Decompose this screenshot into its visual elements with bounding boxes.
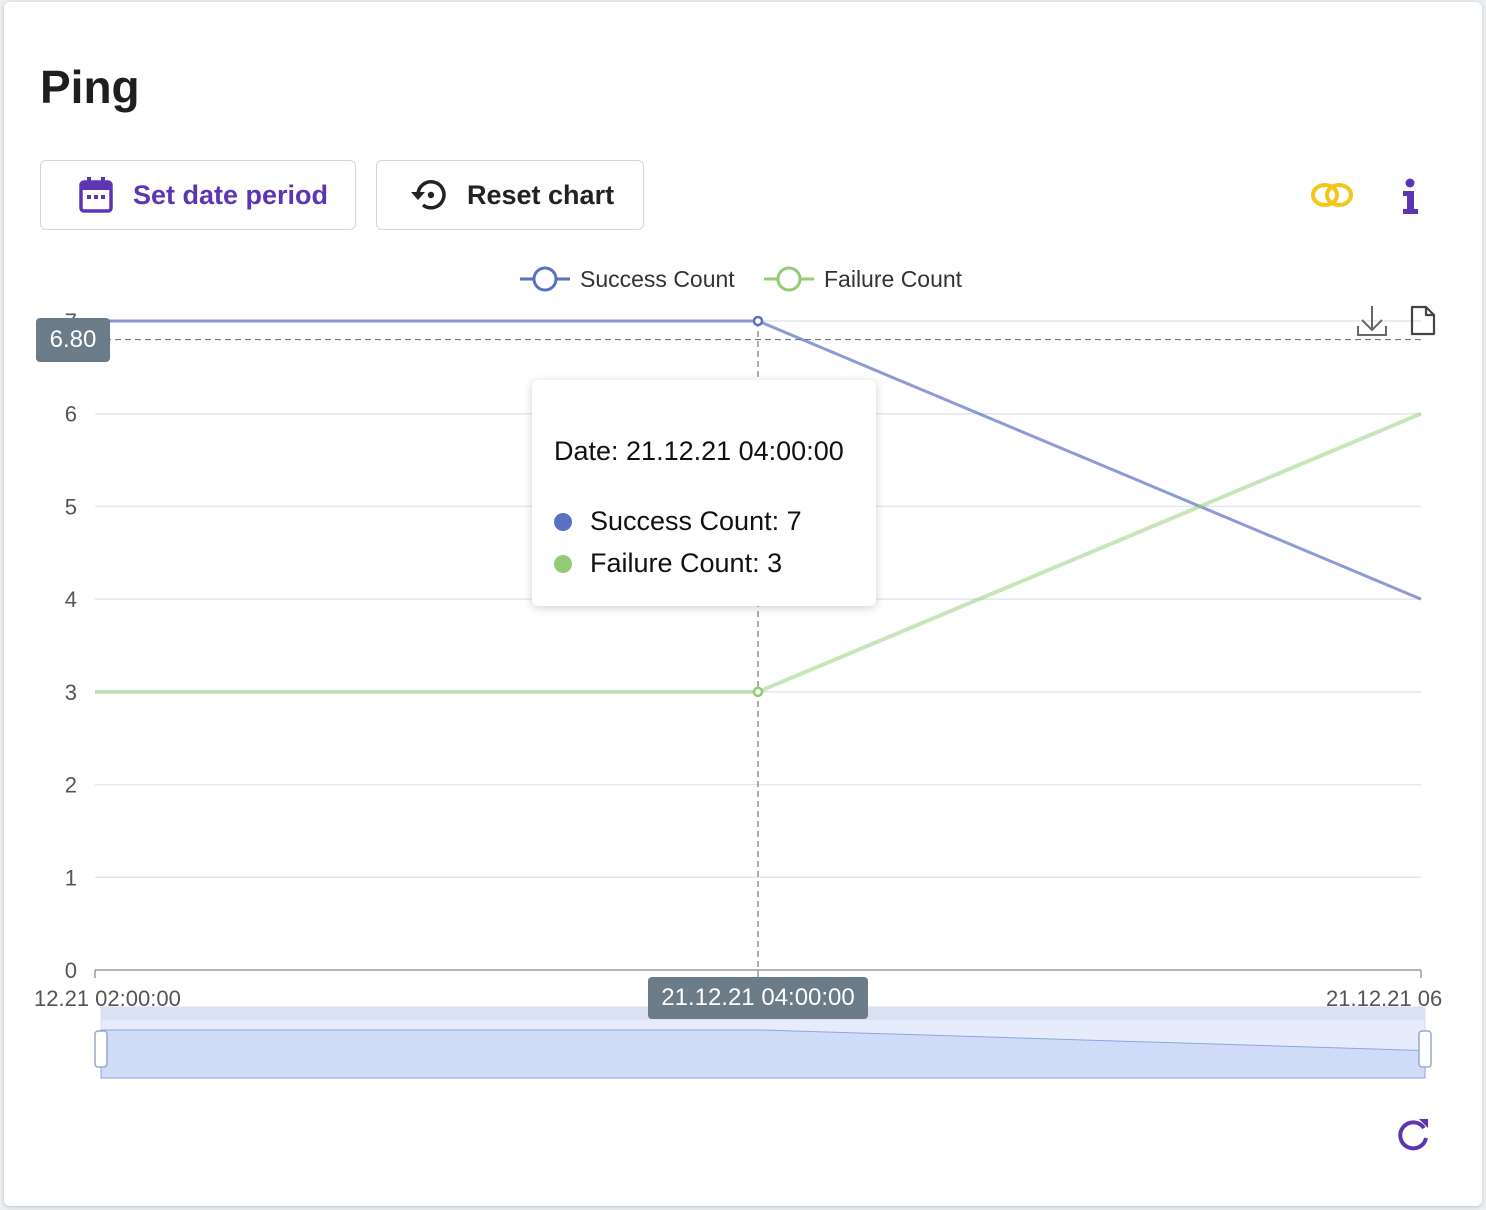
download-icon[interactable]: [1357, 306, 1387, 336]
y-tick-label: 1: [65, 865, 77, 890]
zoom-handle-left[interactable]: [94, 1030, 108, 1068]
y-tick-label: 3: [65, 680, 77, 705]
data-view-icon[interactable]: [1410, 305, 1436, 336]
page-title: Ping: [40, 61, 140, 113]
history-reset-icon: [411, 180, 446, 210]
y-tick-label: 4: [65, 587, 77, 612]
tooltip-success-text: Success Count: 7: [590, 506, 802, 536]
y-pointer-label: 6.80: [36, 318, 110, 362]
refresh-icon[interactable]: [1394, 1116, 1432, 1154]
set-date-period-button[interactable]: Set date period: [40, 160, 356, 230]
y-tick-label: 2: [65, 773, 77, 798]
tooltip-success-row: Success Count: 7: [554, 506, 802, 537]
data-point-failure[interactable]: [752, 686, 764, 698]
reset-chart-label: Reset chart: [467, 179, 615, 210]
tooltip-failure-text: Failure Count: 3: [590, 548, 783, 578]
set-date-period-label: Set date period: [133, 179, 329, 210]
x-pointer-label: 21.12.21 04:00:00: [648, 977, 868, 1019]
legend-label[interactable]: Success Count: [580, 266, 735, 292]
success-dot-icon: [554, 512, 572, 531]
tooltip-date: Date: 21.12.21 04:00:00: [554, 436, 844, 466]
failure-dot-icon: [554, 554, 572, 573]
info-icon[interactable]: [1396, 178, 1424, 216]
calendar-icon: [79, 177, 113, 213]
y-tick-label: 0: [65, 958, 77, 983]
zoom-handle-right[interactable]: [1418, 1030, 1432, 1068]
toggle-series-icon[interactable]: [1310, 180, 1354, 210]
y-tick-label: 6: [65, 402, 77, 427]
data-point-success[interactable]: [752, 315, 764, 327]
tooltip-failure-row: Failure Count: 3: [554, 548, 782, 579]
chart-tooltip: Date: 21.12.21 04:00:00 Success Count: 7…: [532, 380, 876, 606]
reset-chart-button[interactable]: Reset chart: [376, 160, 644, 230]
legend-swatch-icon[interactable]: [776, 266, 802, 292]
legend-label[interactable]: Failure Count: [824, 266, 963, 292]
y-tick-label: 5: [65, 494, 77, 519]
legend-swatch-icon[interactable]: [532, 266, 558, 292]
